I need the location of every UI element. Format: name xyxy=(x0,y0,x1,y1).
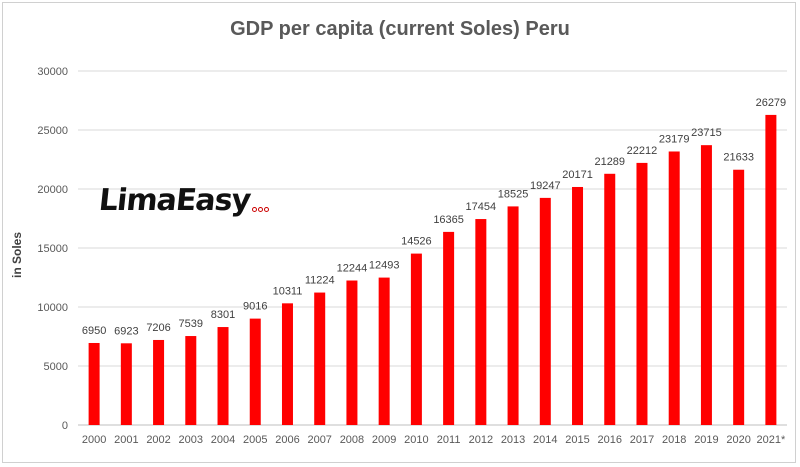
y-tick-label: 10000 xyxy=(37,302,68,314)
x-tick-label: 2002 xyxy=(146,434,170,446)
logo-dot xyxy=(252,207,258,212)
data-label: 26279 xyxy=(756,97,787,109)
x-tick-label: 2010 xyxy=(404,434,428,446)
bar xyxy=(668,151,680,425)
bar xyxy=(378,277,390,425)
y-tick-label: 30000 xyxy=(37,66,68,78)
bar xyxy=(604,173,616,425)
x-tick-label: 2021* xyxy=(757,434,786,446)
x-tick-label: 2020 xyxy=(726,434,750,446)
x-tick-label: 2000 xyxy=(82,434,106,446)
bar xyxy=(475,219,487,425)
x-tick-label: 2016 xyxy=(598,434,622,446)
data-label: 6950 xyxy=(82,325,106,337)
bar xyxy=(443,231,455,425)
data-label: 7206 xyxy=(146,322,170,334)
x-tick-label: 2018 xyxy=(662,434,686,446)
limaeasy-logo: LimaEasy xyxy=(97,176,270,218)
data-label: 9016 xyxy=(243,301,267,313)
y-tick-label: 0 xyxy=(62,420,68,432)
bar xyxy=(539,197,551,425)
data-label: 17454 xyxy=(466,201,497,213)
y-tick-label: 25000 xyxy=(37,125,68,137)
data-label: 20171 xyxy=(562,169,593,181)
bar xyxy=(185,336,197,425)
bar xyxy=(153,339,165,425)
x-tick-label: 2005 xyxy=(243,434,267,446)
data-label: 18525 xyxy=(498,188,529,200)
data-label: 19247 xyxy=(530,180,561,192)
x-tick-label: 2008 xyxy=(340,434,364,446)
x-tick-label: 2012 xyxy=(469,434,493,446)
bar xyxy=(410,253,422,425)
data-label: 6923 xyxy=(114,325,138,337)
data-label: 8301 xyxy=(211,309,235,321)
logo-text: LimaEasy xyxy=(97,183,252,218)
x-tick-label: 2001 xyxy=(114,434,138,446)
chart-title: GDP per capita (current Soles) Peru xyxy=(230,18,570,40)
x-tick-label: 2013 xyxy=(501,434,525,446)
data-label: 14526 xyxy=(401,236,432,248)
logo-dot xyxy=(264,207,270,212)
bar xyxy=(88,342,100,425)
bar xyxy=(765,114,777,425)
bar xyxy=(700,145,712,425)
y-tick-label: 20000 xyxy=(37,184,68,196)
logo-dots xyxy=(252,207,270,212)
bar xyxy=(217,327,229,425)
y-tick-label: 15000 xyxy=(37,243,68,255)
bar xyxy=(507,206,519,425)
x-tick-label: 2017 xyxy=(630,434,654,446)
data-label: 16365 xyxy=(433,214,464,226)
data-label: 12493 xyxy=(369,260,400,272)
x-tick-label: 2009 xyxy=(372,434,396,446)
x-tick-label: 2006 xyxy=(275,434,299,446)
bar xyxy=(249,318,261,425)
data-label: 21289 xyxy=(594,156,625,168)
y-tick-label: 5000 xyxy=(44,361,68,373)
data-label: 10311 xyxy=(273,285,303,297)
x-tick-label: 2004 xyxy=(211,434,235,446)
bar xyxy=(572,186,584,425)
data-label: 23715 xyxy=(691,127,722,139)
bar xyxy=(636,162,648,425)
data-label: 12244 xyxy=(337,263,368,275)
data-label: 21633 xyxy=(723,152,754,164)
bar xyxy=(281,303,293,425)
chart-frame xyxy=(2,2,796,463)
x-tick-label: 2011 xyxy=(437,434,461,446)
x-tick-label: 2019 xyxy=(694,434,718,446)
data-label: 11224 xyxy=(305,275,335,287)
x-tick-label: 2015 xyxy=(565,434,589,446)
bar xyxy=(346,280,358,425)
bar xyxy=(314,292,326,425)
logo-dot xyxy=(258,207,264,212)
bar xyxy=(733,169,745,425)
data-label: 22212 xyxy=(627,145,658,157)
x-tick-label: 2014 xyxy=(533,434,557,446)
x-tick-label: 2003 xyxy=(179,434,203,446)
bar xyxy=(120,343,132,425)
data-label: 7539 xyxy=(179,318,203,330)
x-tick-label: 2007 xyxy=(307,434,331,446)
data-label: 23179 xyxy=(659,133,690,145)
